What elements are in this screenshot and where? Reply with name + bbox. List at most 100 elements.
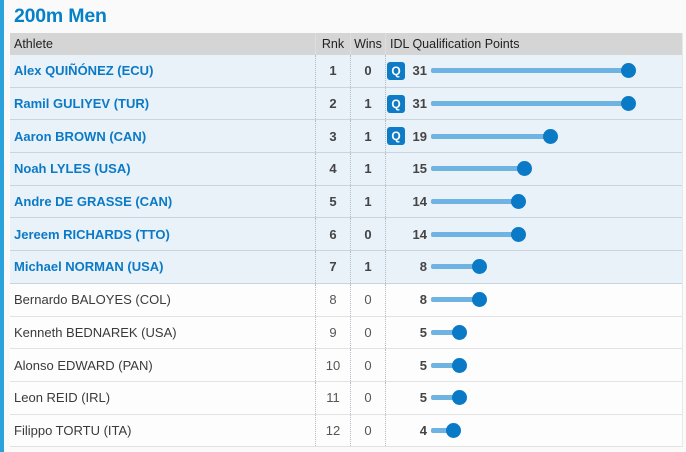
points-bar <box>431 324 467 340</box>
points-bar <box>431 390 467 406</box>
points-bar-dot <box>452 324 467 340</box>
table-row: Jereem RICHARDS (TTO) 6 0 14 <box>10 218 682 252</box>
page-title: 200m Men <box>14 5 107 27</box>
qualified-badge: Q <box>387 61 405 80</box>
title-bar: 200m Men <box>10 0 682 33</box>
rank-value: 2 <box>315 87 350 120</box>
wins-value: 0 <box>350 283 385 316</box>
points-value: 8 <box>419 259 427 275</box>
table-row: Alex QUIÑÓNEZ (ECU) 1 0 Q 31 <box>10 55 682 88</box>
athlete-name: Leon REID (IRL) <box>14 390 111 406</box>
wins-value: 1 <box>350 251 385 283</box>
points-bar-line <box>431 133 551 139</box>
points-bar-line <box>431 264 480 270</box>
qualified-badge: Q <box>387 94 405 113</box>
column-header-rank: Rnk <box>315 33 350 55</box>
points-bar <box>431 226 526 242</box>
athlete-cell: Leon REID (IRL) <box>10 382 315 414</box>
rank-value: 6 <box>315 218 350 251</box>
points-bar <box>431 357 467 373</box>
wins-value: 0 <box>350 55 385 87</box>
wins-value: 1 <box>350 185 385 218</box>
athlete-cell: Kenneth BEDNAREK (USA) <box>10 317 315 349</box>
points-value: 31 <box>412 63 427 79</box>
wins-value: 0 <box>350 218 385 251</box>
points-bar-line <box>431 199 519 205</box>
points-cell: 8 <box>385 251 682 283</box>
athlete-cell: Noah LYLES (USA) <box>10 153 315 185</box>
column-header-points: IDL Qualification Points <box>385 33 682 55</box>
column-header-wins: Wins <box>350 33 385 55</box>
table-row: Noah LYLES (USA) 4 1 15 <box>10 153 682 186</box>
points-value: 5 <box>419 390 427 406</box>
rank-value: 3 <box>315 120 350 153</box>
points-bar <box>431 161 532 177</box>
content-area: 200m Men Athlete Rnk Wins IDL Qualificat… <box>10 0 683 448</box>
points-cell: 14 <box>385 218 682 251</box>
wins-value: 1 <box>350 120 385 153</box>
points-value: 31 <box>412 96 427 112</box>
points-cell: 8 <box>385 283 682 316</box>
points-bar <box>431 422 461 438</box>
rank-value: 1 <box>315 55 350 87</box>
points-bar-line <box>431 329 460 335</box>
points-cell: 14 <box>385 185 682 218</box>
left-accent-bar <box>0 0 4 452</box>
points-bar-dot <box>471 259 487 275</box>
athlete-name: Filippo TORTU (ITA) <box>14 422 132 438</box>
points-value: 19 <box>412 128 427 144</box>
rank-value: 8 <box>315 283 350 316</box>
wins-value: 0 <box>350 414 385 447</box>
points-bar-dot <box>445 422 461 438</box>
athlete-link[interactable]: Ramil GULIYEV (TUR) <box>14 96 150 112</box>
athlete-cell: Filippo TORTU (ITA) <box>10 415 315 447</box>
wins-value: 1 <box>350 153 385 185</box>
athlete-cell: Aaron BROWN (CAN) <box>10 120 315 152</box>
table-header: Athlete Rnk Wins IDL Qualification Point… <box>10 33 682 55</box>
points-cell: 15 <box>385 153 682 185</box>
table-body: Alex QUIÑÓNEZ (ECU) 1 0 Q 31 Ramil GULIYEV (T… <box>10 55 682 448</box>
column-header-athlete: Athlete <box>14 37 53 51</box>
qualified-badge: Q <box>387 127 405 146</box>
table-row: Aaron BROWN (CAN) 3 1 Q 19 <box>10 120 682 154</box>
points-value: 14 <box>412 226 427 242</box>
points-bar-dot <box>543 128 558 144</box>
points-cell: 5 <box>385 316 682 349</box>
table-row: Alonso EDWARD (PAN) 10 0 5 <box>10 349 682 382</box>
wins-value: 0 <box>350 316 385 349</box>
points-bar-dot <box>517 161 532 177</box>
points-value: 8 <box>419 292 427 308</box>
points-bar-line <box>431 68 629 74</box>
points-cell: Q 19 <box>385 120 682 153</box>
points-bar <box>431 63 636 79</box>
table-row: Michael NORMAN (USA) 7 1 8 <box>10 251 682 284</box>
athlete-cell: Michael NORMAN (USA) <box>10 251 315 283</box>
athlete-link[interactable]: Noah LYLES (USA) <box>14 161 131 177</box>
athlete-link[interactable]: Andre DE GRASSE (CAN) <box>14 194 173 210</box>
athlete-link[interactable]: Aaron BROWN (CAN) <box>14 128 147 144</box>
points-cell: 4 <box>385 414 682 447</box>
athlete-cell: Alex QUIÑÓNEZ (ECU) <box>10 55 315 87</box>
points-bar-dot <box>510 226 526 242</box>
athlete-link[interactable]: Jereem RICHARDS (TTO) <box>14 226 170 242</box>
rank-value: 9 <box>315 316 350 349</box>
table-row: Leon REID (IRL) 11 0 5 <box>10 381 682 415</box>
athlete-link[interactable]: Alex QUIÑÓNEZ (ECU) <box>14 63 154 79</box>
athlete-link[interactable]: Michael NORMAN (USA) <box>14 259 164 275</box>
points-bar <box>431 259 487 275</box>
points-bar <box>431 96 636 112</box>
standings-table: Athlete Rnk Wins IDL Qualification Point… <box>10 33 683 448</box>
table-row: Ramil GULIYEV (TUR) 2 1 Q 31 <box>10 87 682 121</box>
points-bar-dot <box>452 357 467 373</box>
points-bar <box>431 292 487 308</box>
rank-value: 7 <box>315 251 350 283</box>
points-value: 5 <box>419 324 427 340</box>
wins-value: 0 <box>350 381 385 414</box>
athlete-name: Alonso EDWARD (PAN) <box>14 357 153 373</box>
points-bar-line <box>431 362 460 368</box>
points-bar-dot <box>621 63 636 79</box>
athlete-name: Bernardo BALOYES (COL) <box>14 292 171 308</box>
points-bar-line <box>431 101 629 107</box>
points-bar-line <box>431 166 525 172</box>
